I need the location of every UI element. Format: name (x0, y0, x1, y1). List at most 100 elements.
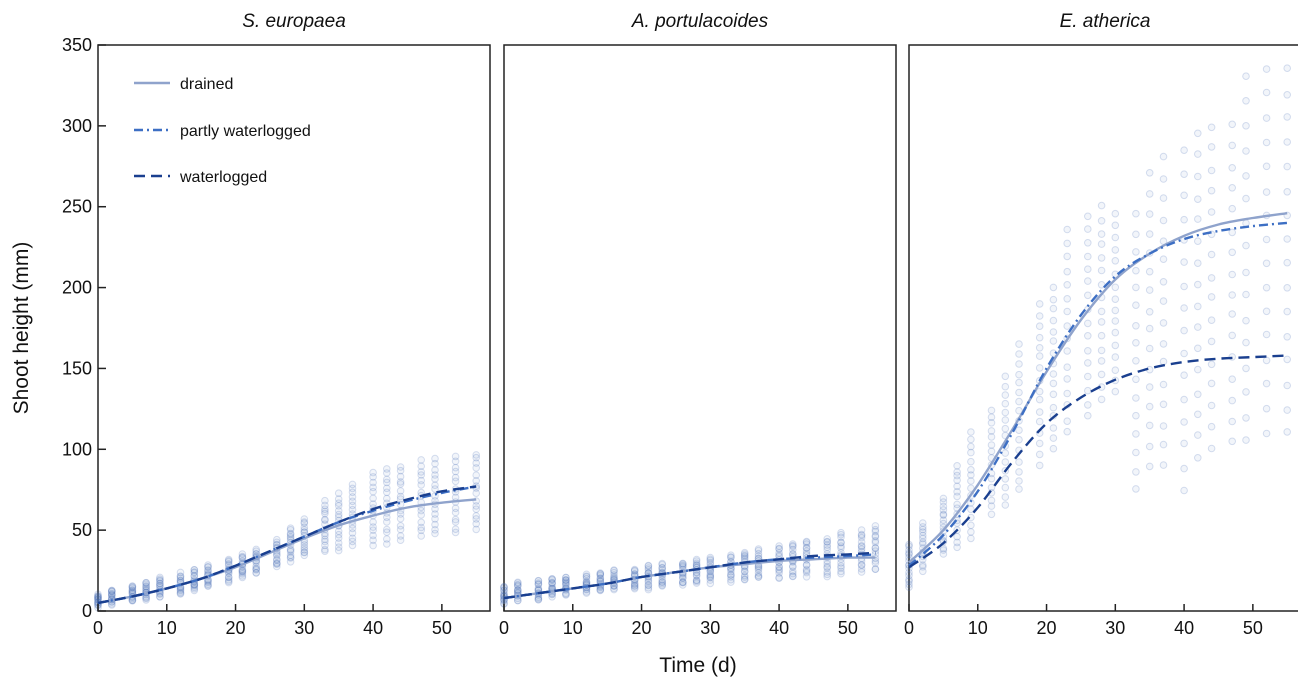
data-point (348, 488, 357, 497)
data-point (1015, 485, 1023, 493)
series-line-partly-waterlogged (908, 221, 1288, 567)
data-point (1063, 417, 1071, 426)
data-point (286, 532, 295, 541)
legend-label-partly-waterlogged: partly waterlogged (180, 123, 311, 140)
data-point (1207, 123, 1216, 132)
data-point (1242, 388, 1250, 396)
series-lines (97, 485, 477, 605)
data-point (1207, 166, 1216, 175)
data-point (534, 579, 543, 587)
data-point (953, 476, 961, 485)
data-point (939, 510, 948, 519)
data-point (1111, 257, 1120, 265)
data-point (238, 550, 247, 558)
data-point (987, 406, 996, 415)
data-point (1001, 458, 1010, 466)
data-point (1035, 352, 1044, 360)
data-points (905, 64, 1291, 592)
data-point (1111, 306, 1120, 315)
y-axis-label: Shoot height (mm) (10, 242, 33, 415)
data-point (348, 505, 357, 514)
data-point (789, 567, 797, 576)
data-point (472, 453, 481, 462)
data-point (1228, 291, 1236, 299)
data-point (582, 574, 591, 583)
data-point (1228, 417, 1236, 426)
data-point (679, 561, 687, 569)
data-point (238, 566, 247, 574)
data-point (823, 535, 832, 543)
data-point (644, 561, 653, 570)
data-point (1097, 266, 1106, 275)
data-point (658, 560, 667, 569)
x-tick-label: 50 (838, 618, 858, 638)
data-point (939, 494, 948, 503)
data-point (789, 540, 797, 548)
data-point (534, 594, 543, 603)
data-point (679, 578, 687, 587)
data-point (1262, 235, 1271, 244)
data-point (837, 533, 845, 542)
data-point (1084, 319, 1092, 328)
data-point (802, 538, 811, 547)
data-point (1262, 114, 1271, 122)
data-point (1180, 258, 1188, 266)
data-point (383, 488, 391, 497)
data-point (1001, 372, 1010, 381)
data-point (857, 526, 866, 534)
data-point (1228, 270, 1236, 279)
data-point (176, 588, 185, 597)
data-point (1084, 411, 1092, 420)
data-point (156, 581, 164, 590)
data-point (1063, 389, 1071, 398)
data-point (939, 506, 948, 514)
data-point (534, 576, 543, 585)
data-point (286, 530, 295, 539)
x-tick-label: 30 (294, 618, 314, 638)
data-point (1145, 308, 1154, 316)
data-point (562, 580, 570, 589)
data-point (967, 477, 975, 485)
data-point (300, 541, 309, 549)
data-point (286, 547, 295, 556)
data-point (300, 543, 309, 552)
panel-e-atherica: E. atherica 0 10 20 30 40 50 (904, 11, 1298, 638)
data-point (334, 499, 343, 508)
data-point (286, 526, 295, 534)
data-point (383, 484, 391, 493)
data-point (596, 569, 605, 577)
data-point (1049, 379, 1058, 388)
data-point (1194, 454, 1202, 462)
data-point (837, 569, 845, 578)
data-point (871, 544, 880, 552)
data-point (1228, 437, 1236, 446)
data-point (334, 510, 343, 519)
data-point (905, 577, 913, 586)
data-point (1063, 363, 1071, 372)
data-point (1207, 360, 1216, 369)
data-point (953, 471, 961, 480)
data-point (871, 565, 880, 573)
data-point (396, 478, 405, 486)
data-point (871, 527, 880, 536)
data-point (94, 590, 102, 599)
data-point (610, 566, 618, 575)
x-tick-label: 10 (968, 618, 988, 638)
data-point (204, 563, 212, 571)
data-point (417, 471, 426, 479)
data-point (837, 530, 845, 539)
data-point (953, 500, 961, 509)
data-point (802, 544, 811, 553)
data-point (94, 592, 102, 600)
data-point (369, 487, 377, 496)
data-point (939, 544, 948, 553)
data-point (754, 564, 763, 573)
data-point (1180, 395, 1188, 404)
data-point (837, 538, 845, 547)
data-point (396, 472, 405, 481)
data-point (500, 589, 508, 598)
data-point (334, 543, 343, 552)
data-point (348, 534, 357, 543)
series-line-partly-waterlogged (503, 553, 876, 600)
data-point (1111, 328, 1120, 337)
